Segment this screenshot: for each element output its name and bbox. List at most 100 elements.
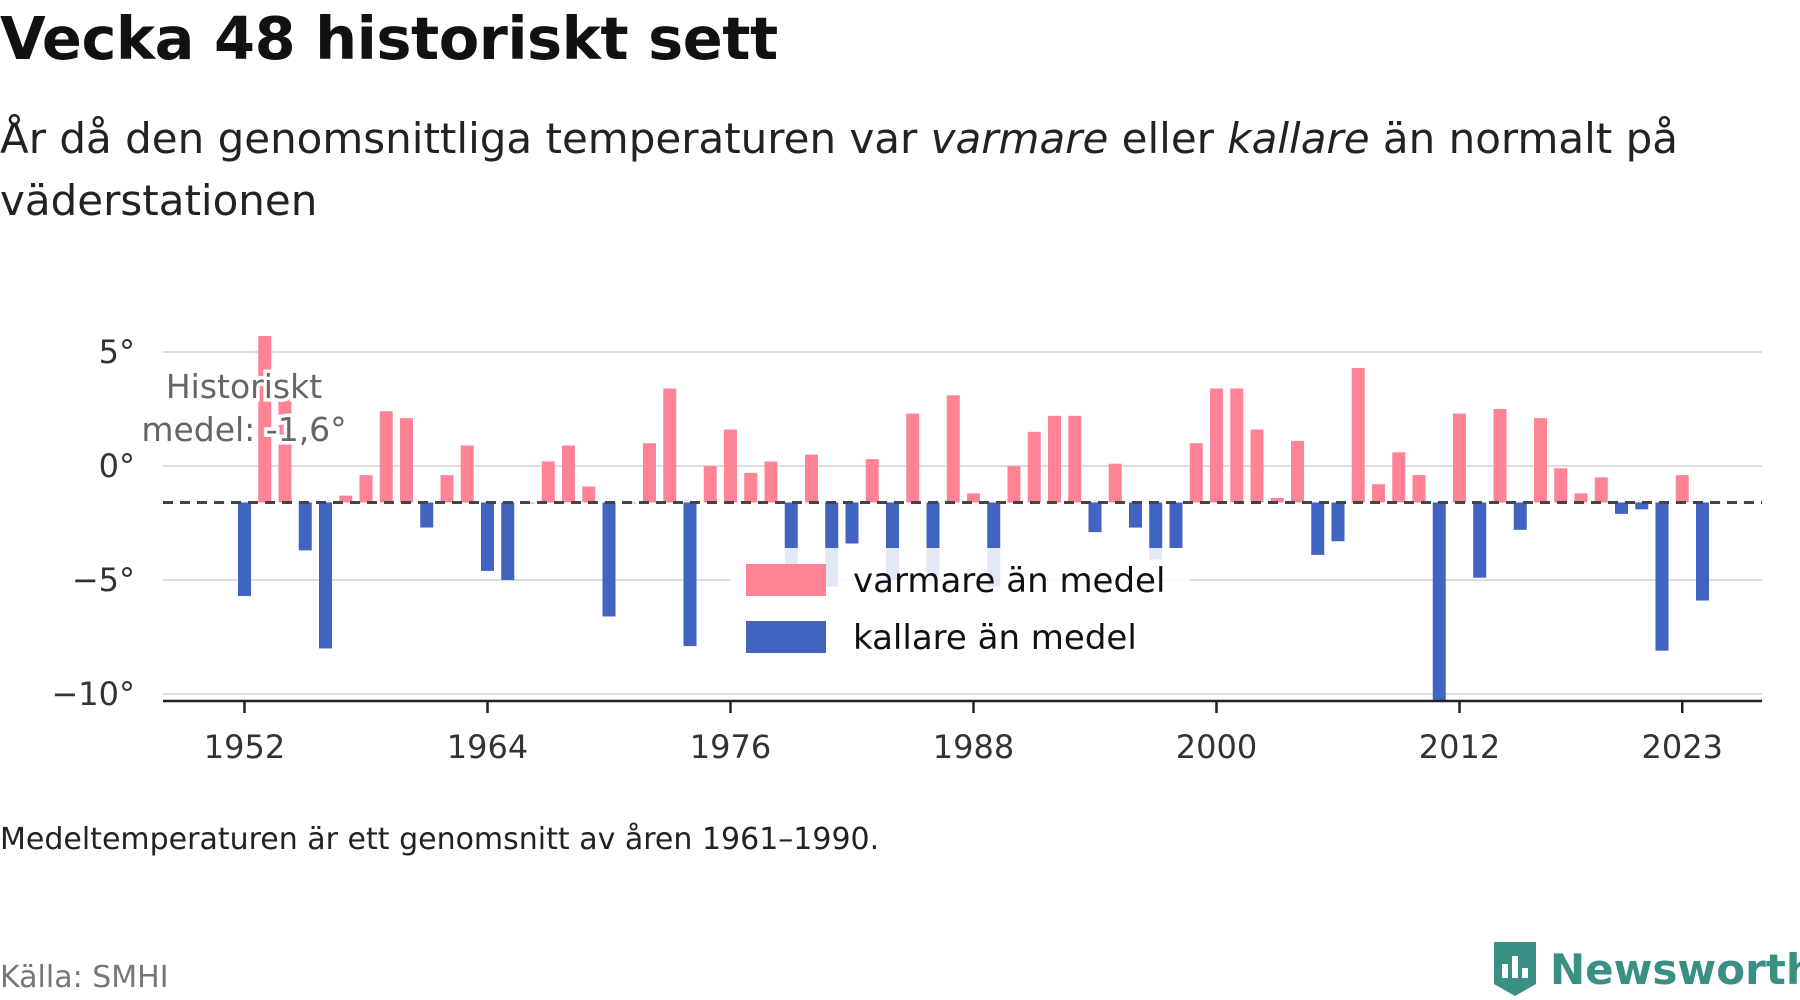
x-tick-label: 1976 <box>690 728 771 766</box>
bar-warm <box>440 475 454 503</box>
bar-warm <box>906 413 920 503</box>
bar-warm <box>1392 452 1406 503</box>
bar-warm <box>278 390 292 503</box>
bar-cold <box>683 502 697 647</box>
bar-warm <box>1453 413 1466 503</box>
bar-warm <box>744 472 758 503</box>
legend-label: kallare än medel <box>853 618 1137 658</box>
chart-title: Vecka 48 historiskt sett <box>0 4 778 73</box>
bar-warm <box>1372 484 1385 503</box>
x-tick-label: 2000 <box>1176 728 1257 766</box>
newsworthy-logo-icon <box>1494 942 1536 996</box>
bar-cold <box>1655 502 1669 651</box>
bar-warm <box>865 459 879 503</box>
bar-warm <box>1493 409 1507 503</box>
bar-cold <box>1432 502 1446 701</box>
bar-chart: 1952 1964 1976 1988 2000 2012 2023 5° 0° −5° −10°… <box>51 333 1762 766</box>
bar-warm <box>582 486 596 503</box>
bar-warm <box>643 443 656 503</box>
y-tick-label: −5° <box>72 561 135 599</box>
subtitle-part-2: eller <box>1108 114 1228 163</box>
bar-warm <box>1594 477 1608 503</box>
x-tick-label: 1952 <box>204 728 285 766</box>
baseline-label-text: Historiskt <box>166 367 322 406</box>
bar-warm <box>562 445 575 503</box>
bar-cold <box>481 502 494 571</box>
bar-warm <box>1534 418 1547 503</box>
bar-cold <box>1311 502 1325 555</box>
bar-cold <box>1169 502 1183 549</box>
subtitle-warm-word: varmare <box>930 114 1109 163</box>
bar-warm <box>460 445 474 503</box>
source-label: Källa: SMHI <box>0 960 169 995</box>
baseline-label: Historiskt medel: -1,6° <box>138 364 350 453</box>
x-tick-label: 2012 <box>1419 728 1500 766</box>
bar-warm <box>1270 497 1284 503</box>
bar-warm <box>1230 388 1244 503</box>
bar-cold <box>1635 502 1649 510</box>
bar-warm <box>1554 468 1568 503</box>
brand-logo: Newsworthy <box>1490 938 1800 1000</box>
subtitle-part-3: än normalt på väderstationen <box>0 114 1678 225</box>
bar-warm <box>1675 475 1689 503</box>
y-tick-label: −10° <box>51 675 135 713</box>
bar-cold <box>1513 502 1527 530</box>
brand-name: Newsworthy <box>1550 944 1800 994</box>
bar-cold <box>501 502 515 580</box>
bar-warm <box>1291 440 1304 503</box>
bar-warm <box>1189 443 1203 503</box>
bar-cold <box>420 502 434 528</box>
bar-warm <box>1027 431 1041 503</box>
bar-warm <box>1351 367 1365 503</box>
bar-cold <box>1473 502 1487 578</box>
y-tick-label: 5° <box>99 333 135 371</box>
bar-cold <box>1615 502 1628 514</box>
y-axis: 5° 0° −5° −10° <box>51 333 135 713</box>
bar-cold <box>1331 502 1345 542</box>
footnote: Medeltemperaturen är ett genomsnitt av å… <box>0 822 880 857</box>
bar-warm <box>724 429 737 503</box>
bar-warm <box>258 336 272 503</box>
bar-warm <box>1068 415 1082 503</box>
bar-cold <box>845 502 859 544</box>
bar-cold <box>1088 502 1102 533</box>
legend-swatch-warm <box>746 564 826 596</box>
legend-swatch-cold <box>746 621 826 653</box>
legend-label: varmare än medel <box>853 561 1165 601</box>
bar-warm <box>764 461 778 503</box>
y-tick-label: 0° <box>99 447 135 485</box>
bar-cold <box>602 502 616 617</box>
bar-cold <box>1696 502 1709 601</box>
bar-warm <box>339 495 353 503</box>
bar-warm <box>1412 475 1426 503</box>
bar-warm <box>1210 388 1223 503</box>
x-tick-label: 2023 <box>1642 728 1723 766</box>
baseline-label-text: medel: -1,6° <box>141 410 346 449</box>
x-axis: 1952 1964 1976 1988 2000 2012 2023 <box>163 699 1762 766</box>
bar-warm <box>1250 429 1264 503</box>
bar-warm <box>663 388 677 503</box>
bar-cold <box>238 502 251 596</box>
subtitle-cold-word: kallare <box>1227 114 1370 163</box>
legend: varmare än medel kallare än medel <box>730 548 1190 658</box>
bars <box>238 336 1709 701</box>
subtitle-part-1: År då den genomsnittliga temperaturen va… <box>0 114 931 163</box>
bar-warm <box>967 493 980 503</box>
bar-cold <box>298 502 312 551</box>
bar-warm <box>1048 415 1061 503</box>
bar-warm <box>1574 493 1588 503</box>
bar-warm <box>379 411 393 503</box>
bar-cold <box>1149 502 1163 560</box>
bar-warm <box>1108 463 1122 503</box>
bar-cold <box>319 502 332 649</box>
x-tick-label: 1988 <box>933 728 1014 766</box>
chart-subtitle: År då den genomsnittliga temperaturen va… <box>0 108 1780 232</box>
bar-warm <box>703 466 717 503</box>
bar-warm <box>541 461 555 503</box>
bar-warm <box>400 418 413 503</box>
bar-warm <box>946 395 960 503</box>
bar-warm <box>805 454 818 503</box>
bar-cold <box>1129 502 1142 528</box>
bar-warm <box>1007 466 1021 503</box>
bar-warm <box>359 475 373 503</box>
